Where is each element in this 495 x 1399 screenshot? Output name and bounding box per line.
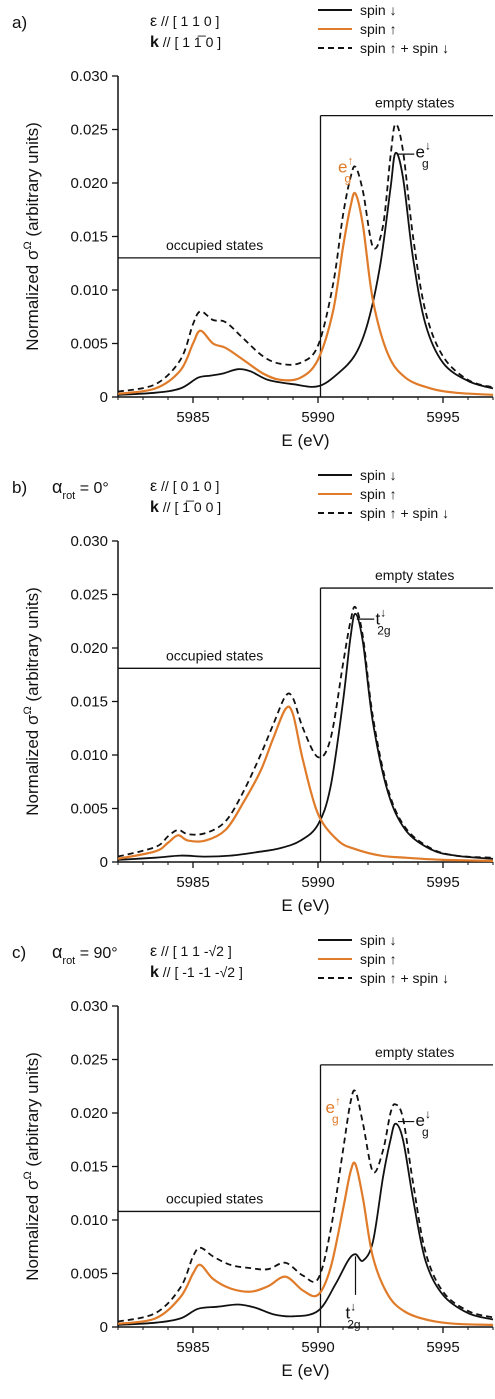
y-tick-label: 0.030 <box>70 998 108 1015</box>
y-tick-label: 0.025 <box>70 587 108 604</box>
legend-label: spin ↑ + spin ↓ <box>360 505 449 521</box>
wavevector-label: k // [ 1̅ 0 0 ] <box>150 499 221 516</box>
x-axis-label: E (eV) <box>281 1361 329 1380</box>
y-tick-label: 0.015 <box>70 1159 108 1176</box>
x-tick-label: 5995 <box>426 409 459 426</box>
peak-annotation: e↓ g <box>416 1107 431 1139</box>
panel-label: c) <box>12 943 26 962</box>
x-tick-label: 5995 <box>426 1339 459 1356</box>
rotation-angle-label: αrot = 90° <box>52 942 118 967</box>
spin-sum-curve <box>117 605 494 859</box>
y-tick-label: 0.005 <box>70 801 108 818</box>
y-tick-label: 0 <box>100 1319 108 1336</box>
occupied-states-label: occupied states <box>166 647 263 663</box>
spin-sum-curve <box>117 123 494 393</box>
y-tick-label: 0 <box>100 854 108 871</box>
panel-label: b) <box>12 478 27 497</box>
y-tick-label: 0.015 <box>70 694 108 711</box>
peak-annotation: t↓ 2g <box>346 1299 361 1331</box>
spin-up-curve <box>117 1161 494 1326</box>
panel-label: a) <box>12 13 27 32</box>
wavevector-label: k // [ 1 1̅ 0 ] <box>150 34 221 51</box>
y-tick-label: 0 <box>100 389 108 406</box>
peak-annotation: e↑ g <box>338 153 353 185</box>
y-tick-label: 0.010 <box>70 1212 108 1229</box>
wavevector-label: k // [ -1 -1 -√2 ] <box>150 964 243 981</box>
x-tick-label: 5990 <box>301 874 334 891</box>
y-tick-label: 0.025 <box>70 122 108 139</box>
y-tick-label: 0.020 <box>70 640 108 657</box>
polarization-label: ε // [ 0 1 0 ] <box>150 478 219 495</box>
x-tick-label: 5985 <box>176 874 209 891</box>
y-tick-label: 0.025 <box>70 1052 108 1069</box>
y-axis-label: Normalized σΩ (arbitrary units) <box>22 1052 42 1280</box>
peak-annotation: e↑ g <box>326 1094 341 1126</box>
rotation-angle-label: αrot = 0° <box>52 477 109 502</box>
x-tick-label: 5990 <box>301 409 334 426</box>
empty-states-label: empty states <box>375 567 454 583</box>
chart-panel-a: a) ε // [ 1 1 0 ] k // [ 1 1̅ 0 ] spin ↓ spi… <box>12 2 494 450</box>
empty-states-label: empty states <box>375 95 454 111</box>
x-axis-label: E (eV) <box>281 896 329 915</box>
y-tick-label: 0.005 <box>70 336 108 353</box>
y-tick-label: 0.015 <box>70 229 108 246</box>
legend-label: spin ↑ <box>360 21 397 37</box>
y-tick-label: 0.030 <box>70 68 108 85</box>
occupied-states-label: occupied states <box>166 237 263 253</box>
peak-annotation: t↓ 2g <box>376 605 391 637</box>
occupied-states-label: occupied states <box>166 1190 263 1206</box>
x-axis-label: E (eV) <box>281 431 329 450</box>
x-tick-label: 5985 <box>176 1339 209 1356</box>
legend-label: spin ↓ <box>360 2 397 18</box>
spin-down-curve <box>117 612 494 861</box>
legend-label: spin ↓ <box>360 467 397 483</box>
legend-label: spin ↑ + spin ↓ <box>360 40 449 56</box>
spin-down-curve <box>117 1122 494 1326</box>
chart-panel-c: c) αrot = 90° ε // [ 1 1 -√2 ] k // [ -1 -1… <box>12 932 494 1380</box>
x-tick-label: 5990 <box>301 1339 334 1356</box>
y-tick-label: 0.005 <box>70 1266 108 1283</box>
polarization-label: ε // [ 1 1 0 ] <box>150 13 219 30</box>
y-axis-label: Normalized σΩ (arbitrary units) <box>22 122 42 350</box>
y-tick-label: 0.020 <box>70 1105 108 1122</box>
legend-label: spin ↑ <box>360 486 397 502</box>
spin-down-curve <box>117 151 494 396</box>
spin-sum-curve <box>117 1089 494 1323</box>
spin-up-curve <box>117 705 494 862</box>
y-tick-label: 0.010 <box>70 282 108 299</box>
y-tick-label: 0.030 <box>70 533 108 550</box>
y-axis-label: Normalized σΩ (arbitrary units) <box>22 587 42 815</box>
y-tick-label: 0.020 <box>70 175 108 192</box>
y-tick-label: 0.010 <box>70 747 108 764</box>
legend-label: spin ↓ <box>360 932 397 948</box>
x-tick-label: 5995 <box>426 874 459 891</box>
legend-label: spin ↑ + spin ↓ <box>360 970 449 986</box>
polarization-label: ε // [ 1 1 -√2 ] <box>150 943 232 960</box>
spin-up-curve <box>117 191 494 396</box>
empty-states-label: empty states <box>375 1044 454 1060</box>
x-tick-label: 5985 <box>176 409 209 426</box>
chart-panel-b: b) αrot = 0° ε // [ 0 1 0 ] k // [ 1̅ 0 0 ]… <box>12 467 494 915</box>
legend-label: spin ↑ <box>360 951 397 967</box>
peak-annotation: e↓ g <box>416 138 431 170</box>
